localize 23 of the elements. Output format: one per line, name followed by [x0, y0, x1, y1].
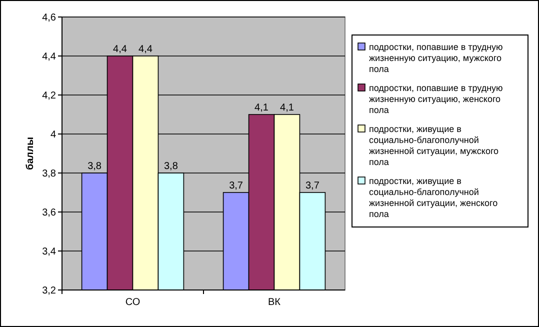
- y-tick-label: 3,4: [42, 246, 56, 258]
- legend-label: подростки, живущие в социально-благополучной жизненной ситуации, женского пола: [369, 176, 498, 219]
- x-tick-label: СО: [125, 297, 140, 308]
- data-label: 3,8: [164, 161, 178, 172]
- data-label: 4,4: [138, 44, 153, 55]
- data-label: 4,4: [113, 44, 128, 55]
- y-tick-label: 4,2: [42, 90, 56, 102]
- y-tick-label: 4: [50, 130, 56, 140]
- y-tick-label: 3,8: [42, 168, 56, 180]
- data-label: 3,7: [229, 180, 244, 192]
- data-label: 3,8: [88, 161, 102, 172]
- legend-label: подростки, попавшие в трудную жизненную ситуацию, женского пола: [369, 83, 504, 115]
- y-tick-label: 4,6: [42, 12, 56, 24]
- x-tick-label: ВК: [268, 297, 281, 308]
- y-tick-label: 3,6: [42, 208, 56, 218]
- data-label: 3,7: [306, 180, 320, 192]
- y-axis-title: баллы: [25, 137, 36, 170]
- legend-label: подростки, живущие в социально-благополучной жизненной ситуации, мужского пола: [369, 124, 499, 167]
- data-label: 4,1: [280, 102, 294, 114]
- legend-label: подростки, попавшие в трудную жизненную ситуацию, мужского пола: [369, 42, 504, 74]
- data-label: 4,1: [254, 102, 269, 114]
- y-tick-label: 3,2: [42, 286, 56, 296]
- y-tick-label: 4,4: [42, 52, 56, 62]
